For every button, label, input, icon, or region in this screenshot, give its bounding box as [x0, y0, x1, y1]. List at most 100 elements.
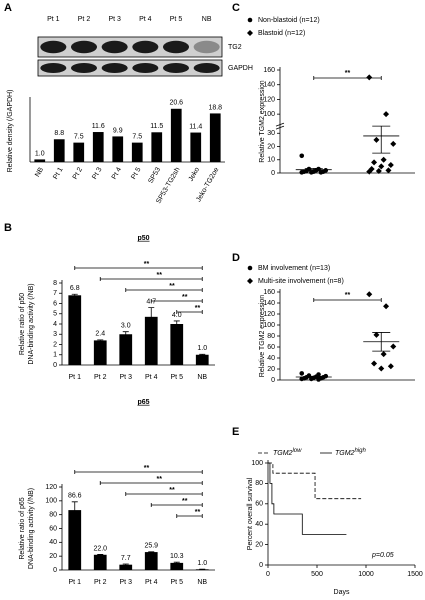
legend-label: Blastoid (n=12) [258, 30, 305, 37]
significance-bracket [74, 470, 203, 474]
value-label: 4.0 [172, 312, 182, 319]
y-tick-label: 100 [263, 322, 275, 329]
bar [92, 132, 104, 162]
data-point [371, 360, 378, 367]
data-point [387, 363, 394, 370]
value-label: 7.7 [121, 555, 131, 562]
x-tick-label: Pt 3 [120, 579, 133, 586]
bar [68, 510, 82, 570]
y-tick-label: 60 [255, 501, 263, 508]
y-tick-label: 40 [255, 521, 263, 528]
legend-label: Non-blastoid (n=12) [258, 17, 320, 24]
x-tick-label: Jeko [188, 166, 202, 182]
error-bar [148, 551, 155, 553]
data-point [383, 111, 390, 118]
y-tick-label: 160 [263, 67, 275, 74]
significance-label: ** [182, 294, 188, 301]
legend-marker [247, 265, 253, 271]
blot-band-label: GAPDH [228, 65, 253, 72]
value-label: 11.5 [150, 123, 163, 130]
survival-curve [268, 462, 347, 535]
bar [195, 354, 209, 365]
blot-band [193, 63, 220, 73]
significance-label: ** [345, 292, 351, 299]
data-point [366, 168, 373, 175]
bar [93, 340, 107, 365]
value-label: 3.0 [121, 323, 131, 330]
y-tick-label: 100 [45, 498, 57, 505]
y-tick-label: 140 [263, 82, 275, 89]
error-bar [304, 167, 323, 172]
y-tick-label: 160 [263, 289, 275, 296]
blot-band-label: TG2 [228, 44, 242, 51]
y-tick-label: 0 [53, 567, 57, 574]
axis-break [275, 122, 285, 130]
data-point [366, 74, 373, 81]
significance-bracket [313, 298, 382, 302]
significance-label: ** [144, 261, 150, 268]
value-label: 11.6 [92, 123, 105, 130]
panel-letter: A [4, 2, 12, 14]
blot-band [163, 63, 189, 73]
value-label: 86.6 [68, 493, 82, 500]
legend-label: TGM2high [335, 448, 366, 457]
error-bar [71, 293, 78, 297]
y-axis-label: DNA-binding activity (/NB) [28, 488, 35, 569]
x-tick-label: Pt 2 [94, 374, 107, 381]
x-axis-label: Days [334, 589, 350, 596]
x-tick-label: NB [34, 166, 45, 178]
blot-lane-label: Pt 4 [139, 16, 152, 23]
y-tick-label: 0 [271, 377, 275, 384]
y-tick-label: 5 [53, 311, 57, 318]
value-label: 11.4 [189, 123, 202, 130]
error-bar [372, 332, 391, 352]
bar [170, 108, 182, 162]
significance-label: ** [195, 509, 201, 516]
x-tick-label: Pt 1 [69, 579, 82, 586]
blot-band [132, 40, 159, 54]
significance-bracket [176, 514, 203, 518]
x-tick-label: 500 [311, 571, 323, 578]
bar [170, 324, 184, 365]
x-tick-label: NB [197, 374, 207, 381]
x-tick-label: Pt 4 [111, 166, 123, 180]
bar [68, 295, 82, 365]
blot-lane-label: NB [202, 16, 212, 23]
significance-bracket [125, 492, 203, 496]
y-tick-label: 7 [53, 290, 57, 297]
bar [112, 136, 124, 162]
legend-name: TGM2 [335, 450, 355, 457]
bar [119, 334, 133, 365]
bar [53, 139, 65, 162]
y-tick-label: 100 [263, 111, 275, 118]
legend-name: TGM2 [273, 450, 293, 457]
x-tick-label: Pt 1 [69, 374, 82, 381]
y-axis-label: Percent overall survival [247, 477, 254, 550]
x-tick-label: Pt 3 [91, 166, 103, 180]
data-point [385, 167, 392, 174]
y-tick-label: 6 [53, 300, 57, 307]
y-tick-label: 20 [255, 541, 263, 548]
value-label: 10.3 [170, 553, 184, 560]
blot-band [193, 40, 220, 54]
bar [34, 159, 46, 162]
y-tick-label: 80 [267, 333, 275, 340]
blot-lane-label: Pt 2 [78, 16, 91, 23]
significance-label: ** [345, 70, 351, 77]
data-point [383, 303, 390, 310]
y-tick-label: 0 [259, 562, 263, 569]
legend-marker [247, 30, 253, 36]
blot-band [163, 40, 189, 54]
significance-bracket [74, 266, 203, 270]
error-bar [122, 563, 129, 566]
blot-lane-label: Pt 5 [170, 16, 183, 23]
data-point [390, 140, 397, 147]
blot-band [132, 63, 159, 73]
chart-title: p65 [137, 399, 149, 406]
error-bar [148, 307, 155, 327]
legend-superscript: low [292, 448, 302, 454]
legend-label: Multi-site involvement (n=8) [258, 278, 344, 285]
data-point [373, 136, 380, 143]
x-tick-label: Pt 2 [94, 579, 107, 586]
y-axis-label: DNA-binding activity (/NB) [28, 283, 35, 364]
